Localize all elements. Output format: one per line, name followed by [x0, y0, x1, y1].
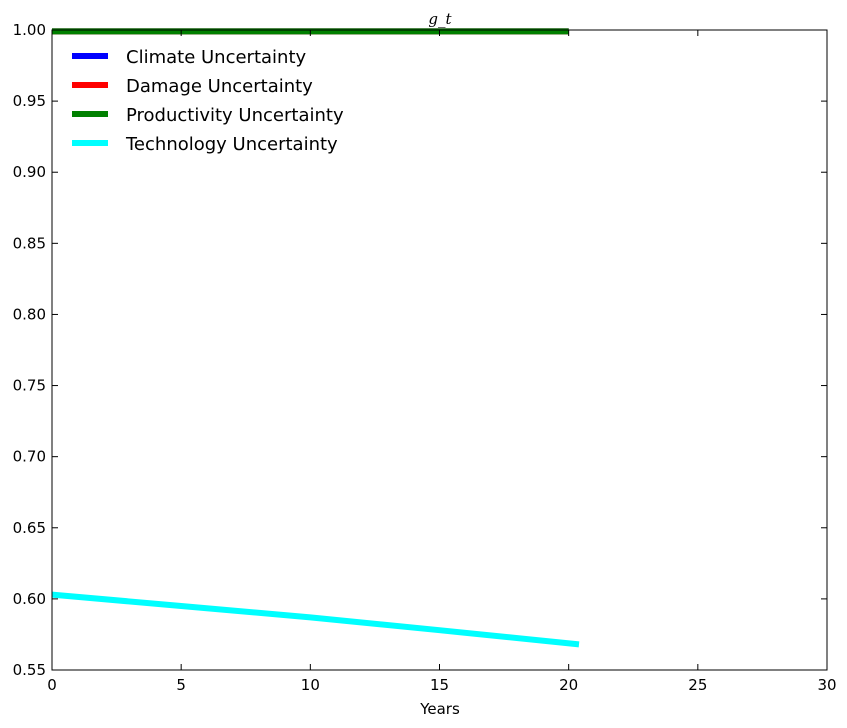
legend-label-1: Climate Uncertainty — [126, 47, 306, 68]
y-tick-label: 0.75 — [13, 377, 46, 395]
y-tick-label: 0.85 — [13, 234, 46, 252]
x-tick-label: 10 — [301, 676, 320, 694]
x-tick-label: 30 — [817, 676, 836, 694]
y-tick-label: 0.70 — [13, 448, 46, 466]
y-tick-label: 0.90 — [13, 163, 46, 181]
legend-label-3: Productivity Uncertainty — [126, 105, 344, 126]
plot-frame — [51, 29, 828, 671]
legend-label-2: Damage Uncertainty — [126, 76, 313, 97]
series-line-4 — [51, 591, 580, 648]
chart-title: g_t — [428, 10, 452, 28]
legend: Climate Uncertainty Damage Uncertainty Pro… — [72, 47, 344, 155]
x-axis-label: Years — [419, 700, 460, 718]
y-tick-label: 1.00 — [13, 21, 46, 39]
y-tick-label: 0.95 — [13, 92, 46, 110]
y-tick-label: 0.60 — [13, 590, 46, 608]
y-tick-label: 0.55 — [13, 661, 46, 679]
x-tick-label: 5 — [176, 676, 186, 694]
ticks-layer: 0 5 10 15 20 25 30 0.55 0.60 0.65 0.70 0.75 0.80 0.85… — [13, 21, 837, 694]
y-tick-label: 0.65 — [13, 519, 46, 537]
x-tick-label: 20 — [559, 676, 578, 694]
plot-background — [52, 30, 827, 670]
y-tick-label: 0.80 — [13, 305, 46, 323]
x-tick-label: 0 — [47, 676, 57, 694]
x-tick-label: 25 — [688, 676, 707, 694]
x-tick-label: 15 — [430, 676, 449, 694]
legend-label-4: Technology Uncertainty — [125, 134, 338, 155]
